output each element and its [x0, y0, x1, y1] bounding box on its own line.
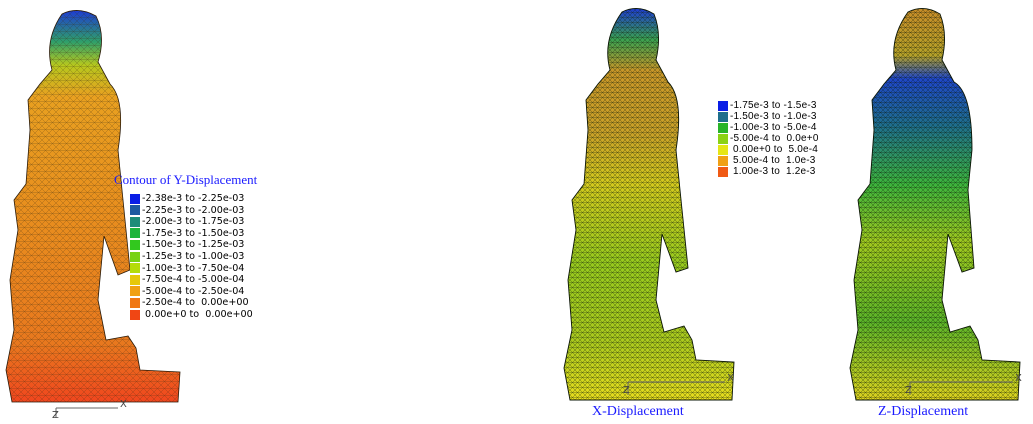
- legend-label: -1.25e-3 to -1.00e-03: [142, 251, 245, 262]
- legend-swatch: [718, 155, 728, 166]
- legend-x: -1.75e-3 to -1.5e-3 -1.50e-3 to -1.0e-3 -1…: [718, 100, 878, 180]
- caption-x-displacement: X-Displacement: [592, 404, 684, 419]
- legend-entry: -7.50e-4 to -5.00e-04: [130, 274, 244, 285]
- axis-x-label-z: X: [1015, 373, 1022, 384]
- legend-swatch: [718, 144, 728, 155]
- legend-entry: 0.00e+0 to 5.0e-4: [718, 144, 818, 155]
- caption-z-displacement: Z-Displacement: [878, 404, 969, 419]
- axis-x-label-y: X: [120, 399, 127, 410]
- legend-entry: -1.00e-3 to -7.50e-04: [130, 263, 244, 274]
- legend-entry: -1.75e-3 to -1.50e-03: [130, 228, 244, 239]
- legend-entry: -5.00e-4 to 0.0e+0: [718, 133, 819, 144]
- panel-x-displacement: X Z: [560, 0, 750, 424]
- legend-entry: -1.25e-3 to -1.00e-03: [130, 251, 244, 262]
- legend-y: -2.38e-3 to -2.25e-03 -2.25e-3 to -2.00e-…: [130, 193, 300, 333]
- legend-entry: -2.38e-3 to -2.25e-03: [130, 193, 244, 204]
- legend-title-y: Contour of Y-Displacement: [114, 172, 258, 187]
- statue-mesh-z: [849, 8, 1021, 401]
- legend-swatch: [130, 274, 140, 285]
- legend-label: 1.00e-3 to 1.2e-3: [730, 166, 816, 177]
- legend-swatch: [130, 228, 140, 239]
- legend-swatch: [130, 205, 140, 216]
- legend-label: -2.38e-3 to -2.25e-03: [142, 193, 245, 204]
- panel-y-displacement: X Z: [0, 0, 300, 424]
- legend-entry: -2.00e-3 to -1.75e-03: [130, 216, 244, 227]
- legend-swatch: [130, 263, 140, 274]
- legend-label: -1.50e-3 to -1.25e-03: [142, 239, 245, 251]
- legend-label: -2.25e-3 to -2.00e-03: [142, 204, 245, 216]
- legend-entry: -2.50e-4 to 0.00e+00: [130, 297, 249, 308]
- axis-z-label-z: Z: [905, 385, 912, 396]
- legend-label: -5.00e-4 to 0.0e+0: [730, 133, 819, 144]
- legend-entry: 1.00e-3 to 1.2e-3: [718, 166, 816, 177]
- legend-entry: -1.50e-3 to -1.0e-3: [718, 111, 817, 122]
- legend-entry: 5.00e-4 to 1.0e-3: [718, 155, 816, 166]
- legend-swatch: [718, 166, 728, 177]
- legend-swatch: [130, 309, 140, 320]
- legend-swatch: [130, 251, 140, 262]
- axis-triad-y: [55, 407, 118, 418]
- legend-label: -1.00e-3 to -5.0e-4: [730, 122, 817, 133]
- legend-swatch: [130, 297, 140, 308]
- axis-z-label-x: Z: [623, 385, 630, 396]
- legend-label: 0.00e+0 to 5.0e-4: [730, 144, 819, 155]
- legend-label: -1.00e-3 to -7.50e-04: [142, 262, 245, 274]
- panel-z-displacement: X Z: [848, 0, 1033, 424]
- legend-entry: 0.00e+0 to 0.00e+00: [130, 309, 253, 320]
- statue-shape-y: [5, 10, 181, 403]
- legend-label: -5.00e-4 to -2.50e-04: [142, 285, 245, 297]
- legend-label: -1.50e-3 to -1.0e-3: [730, 111, 817, 122]
- legend-swatch: [130, 286, 140, 297]
- legend-entry: -2.25e-3 to -2.00e-03: [130, 205, 244, 216]
- statue-mesh-y: [5, 10, 181, 418]
- legend-swatch: [130, 193, 140, 204]
- axis-x-label-x: X: [727, 373, 734, 384]
- legend-label: 5.00e-4 to 1.0e-3: [730, 155, 816, 166]
- legend-swatch: [130, 239, 140, 250]
- legend-label: -1.75e-3 to -1.50e-03: [142, 227, 245, 239]
- legend-label: 0.00e+0 to 0.00e+00: [142, 309, 253, 320]
- statue-mesh-x: [563, 8, 735, 401]
- legend-entry: -1.00e-3 to -5.0e-4: [718, 122, 817, 133]
- legend-swatch: [718, 122, 728, 133]
- legend-entry: -1.75e-3 to -1.5e-3: [718, 100, 817, 111]
- legend-swatch: [718, 111, 728, 122]
- legend-swatch: [718, 133, 728, 144]
- axis-z-label-y: Z: [52, 410, 59, 421]
- legend-swatch: [718, 100, 728, 111]
- legend-entry: -1.50e-3 to -1.25e-03: [130, 239, 244, 250]
- legend-label: -2.00e-3 to -1.75e-03: [142, 216, 245, 228]
- legend-entry: -5.00e-4 to -2.50e-04: [130, 286, 244, 297]
- legend-swatch: [130, 216, 140, 227]
- legend-label: -2.50e-4 to 0.00e+00: [142, 297, 249, 309]
- legend-label: -1.75e-3 to -1.5e-3: [730, 100, 817, 111]
- legend-label: -7.50e-4 to -5.00e-04: [142, 274, 245, 286]
